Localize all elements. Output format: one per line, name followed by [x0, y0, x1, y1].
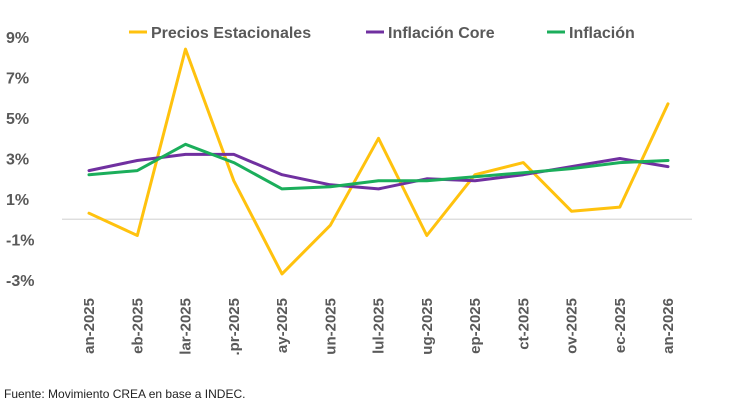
- legend-label: Inflación: [569, 25, 635, 42]
- x-tick-label: un-2025: [322, 298, 339, 355]
- y-tick-label: 7%: [6, 71, 29, 88]
- x-tick-label: ov-2025: [564, 298, 581, 354]
- legend-label: Inflación Core: [388, 25, 495, 42]
- x-tick-label: ct-2025: [515, 298, 532, 350]
- y-tick-label: 3%: [6, 152, 29, 169]
- x-tick-label: ep-2025: [467, 298, 484, 354]
- series-line-0: [87, 47, 670, 276]
- x-tick-label: eb-2025: [129, 298, 146, 354]
- series-lines: [87, 47, 670, 276]
- x-tick-label: .pr-2025: [226, 298, 243, 356]
- x-tick-label: an-2025: [81, 298, 98, 354]
- x-tick-label: ug-2025: [419, 298, 436, 355]
- y-tick-label: 9%: [6, 30, 29, 47]
- y-tick-label: -3%: [6, 273, 34, 290]
- y-tick-label: -1%: [6, 233, 34, 250]
- x-tick-label: ay-2025: [274, 298, 291, 353]
- series-line-2: [87, 142, 670, 191]
- y-tick-label: 5%: [6, 111, 29, 128]
- source-note: Fuente: Movimiento CREA en base a INDEC.: [4, 387, 246, 401]
- x-tick-label: lar-2025: [178, 298, 195, 355]
- x-tick-label: ec-2025: [612, 298, 629, 353]
- y-axis: 9% 7% 5% 3% 1% -1% -3%: [6, 30, 692, 290]
- x-tick-label: an-2026: [660, 298, 677, 354]
- legend-label: Precios Estacionales: [151, 25, 311, 42]
- legend: Precios Estacionales Inflación Core Inflac…: [129, 25, 635, 42]
- series-line-1: [87, 152, 670, 191]
- x-axis: an-2025 eb-2025 lar-2025 .pr-2025 ay-2025 un-…: [81, 298, 677, 356]
- x-tick-label: lul-2025: [371, 298, 388, 354]
- y-tick-label: 1%: [6, 192, 29, 209]
